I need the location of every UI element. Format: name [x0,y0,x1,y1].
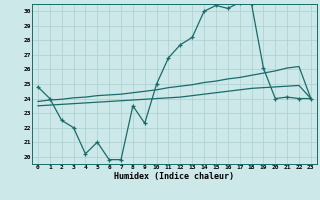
X-axis label: Humidex (Indice chaleur): Humidex (Indice chaleur) [115,172,234,181]
